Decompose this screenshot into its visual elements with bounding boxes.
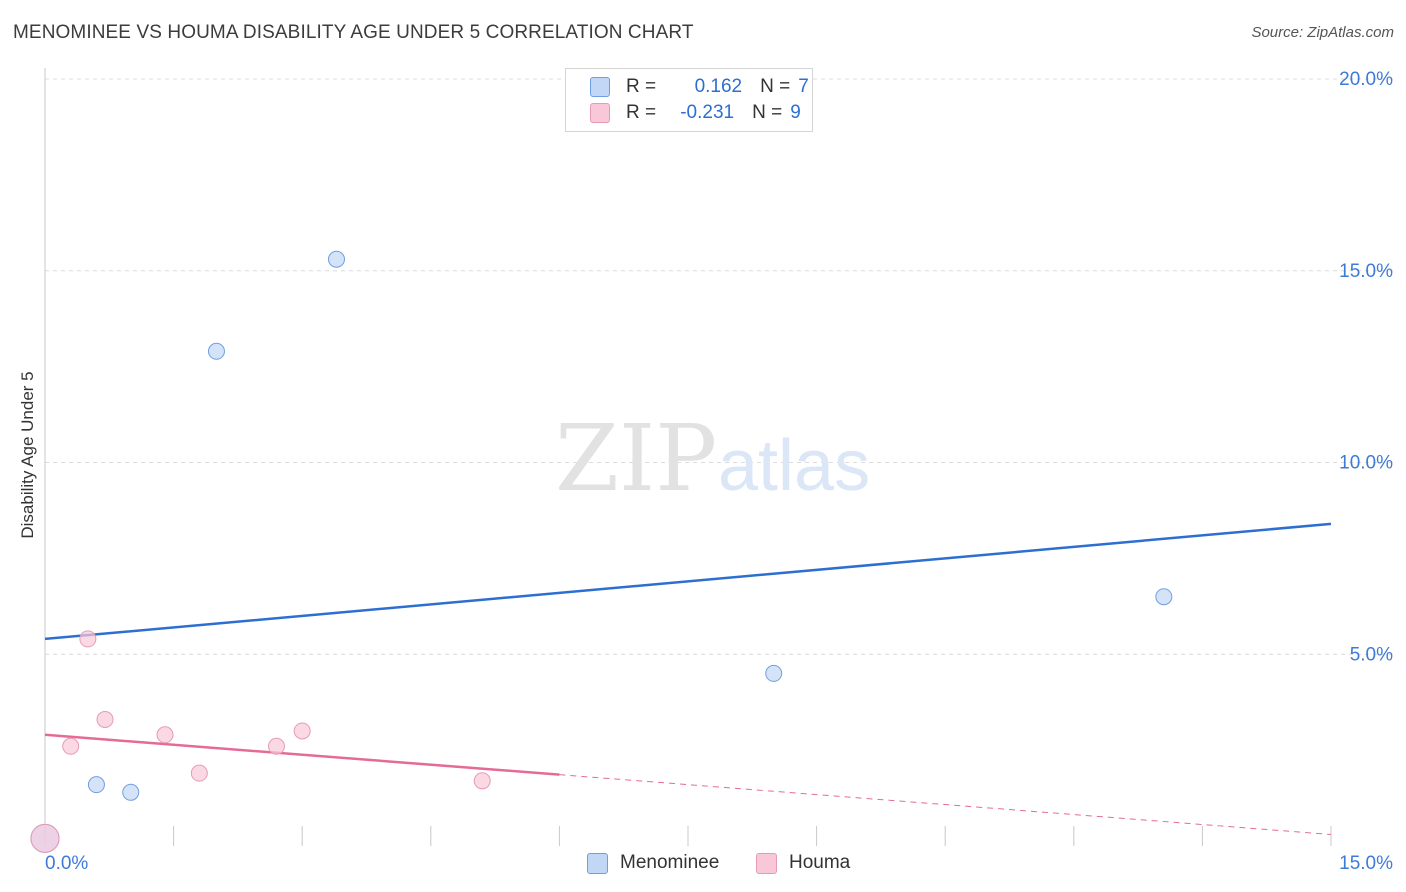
axis-layer xyxy=(44,68,1332,846)
menominee-point xyxy=(327,250,345,268)
watermark-zip: ZIP xyxy=(555,405,717,512)
label-layer: 5.0% 10.0% 15.0% 20.0% 0.0% 15.0% xyxy=(45,69,1393,874)
legend-r-label: R = xyxy=(626,76,657,97)
legend-r-value: 0.162 xyxy=(694,76,743,97)
houma-trend-extension xyxy=(559,774,1332,835)
houma-point xyxy=(473,772,491,790)
houma-point xyxy=(30,823,60,853)
y-tick-label: 10.0% xyxy=(1339,453,1393,474)
legend-row-houma: R = -0.231 N = 9 xyxy=(590,101,801,125)
legend-label-houma: Houma xyxy=(789,852,851,873)
points-layer xyxy=(30,250,1173,853)
houma-point xyxy=(293,722,311,740)
menominee-point xyxy=(765,664,783,682)
watermark-atlas: atlas xyxy=(718,426,870,506)
source-label: Source: ZipAtlas.com xyxy=(1251,24,1394,41)
trend-layer xyxy=(44,522,1332,835)
legend-n-value: 9 xyxy=(790,102,801,123)
legend-row-menominee: R = 0.162 N = 7 xyxy=(590,75,809,99)
y-tick-label: 20.0% xyxy=(1339,69,1393,90)
menominee-point xyxy=(207,342,225,360)
watermark-layer: ZIP atlas xyxy=(555,405,870,512)
legend-label-menominee: Menominee xyxy=(620,852,720,873)
x-tick-label: 0.0% xyxy=(45,853,88,874)
x-tick-label: 15.0% xyxy=(1339,853,1393,874)
menominee-point xyxy=(122,783,140,801)
chart-title: MENOMINEE VS HOUMA DISABILITY AGE UNDER … xyxy=(13,22,694,43)
houma-point xyxy=(62,737,80,755)
correlation-legend: R = 0.162 N = 7 R = -0.231 N = 9 xyxy=(565,68,813,132)
grid-layer xyxy=(45,78,1393,655)
menominee-swatch xyxy=(587,852,608,874)
legend-n-label: N = xyxy=(752,102,783,123)
legend-n-label: N = xyxy=(760,76,791,97)
menominee-swatch xyxy=(590,77,610,97)
y-tick-label: 5.0% xyxy=(1350,644,1393,665)
bottom-legend-menominee: Menominee xyxy=(587,852,719,874)
menominee-point xyxy=(1155,588,1173,606)
menominee-trend-line xyxy=(44,522,1332,641)
houma-point xyxy=(96,710,114,728)
y-tick-label: 15.0% xyxy=(1339,261,1393,282)
legend-r-value: -0.231 xyxy=(680,102,735,123)
houma-swatch xyxy=(756,852,777,874)
legend-n-value: 7 xyxy=(798,76,809,97)
houma-point xyxy=(267,737,285,755)
houma-swatch xyxy=(590,103,610,123)
houma-point xyxy=(190,764,208,782)
legend-r-label: R = xyxy=(626,102,657,123)
bottom-legend-houma: Houma xyxy=(756,852,850,874)
houma-point xyxy=(79,630,97,648)
menominee-point xyxy=(87,776,105,794)
houma-trend-line xyxy=(44,733,560,776)
houma-point xyxy=(156,726,174,744)
